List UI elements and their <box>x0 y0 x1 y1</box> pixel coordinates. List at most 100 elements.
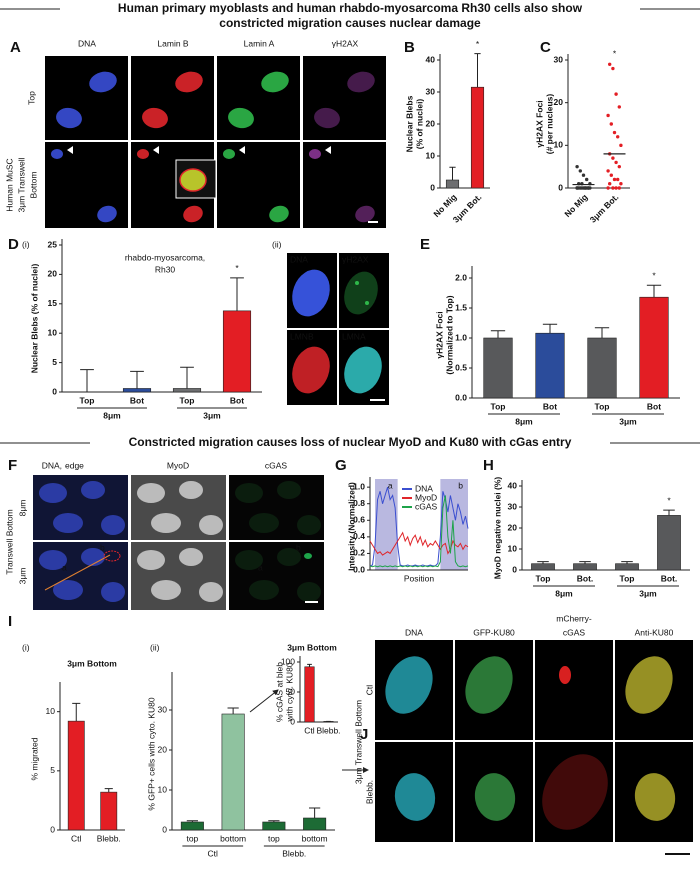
nucleus <box>235 550 263 570</box>
point <box>575 164 579 169</box>
y-tick-label: 0.4 <box>353 531 365 541</box>
header: Human primary myoblasts and human rhabdo… <box>118 1 583 15</box>
nucleus <box>235 483 263 503</box>
nucleus <box>175 71 203 93</box>
x-tick-label: No Mig <box>562 192 589 219</box>
x-axis-label: Position <box>404 573 435 583</box>
x-tick-label: Top <box>620 573 635 583</box>
y-tick-label: 1.0 <box>353 481 365 491</box>
bar <box>172 388 202 393</box>
point <box>619 182 623 186</box>
point <box>611 66 615 71</box>
point <box>616 135 620 139</box>
nucleus <box>228 107 254 129</box>
x-tick-label: bottom <box>220 833 246 843</box>
y-tick-label: 50 <box>286 686 296 696</box>
group-label: 3μm <box>639 588 657 598</box>
channel-label: GFP-KU80 <box>473 627 515 637</box>
y-axis-label: % migrated <box>29 737 39 780</box>
arrowhead <box>325 146 331 154</box>
header: constricted migration causes nuclear dam… <box>219 16 481 30</box>
y-tick-label: 25 <box>48 239 58 249</box>
micrograph <box>131 56 214 140</box>
arrowhead <box>153 146 159 154</box>
y-axis-label: with cyto. KU80 <box>284 662 294 722</box>
legend-label: MyoD <box>415 492 437 502</box>
y-tick-label: 5 <box>52 357 57 367</box>
error-bar <box>579 561 591 564</box>
nucleus <box>355 281 359 285</box>
y-axis-label: γH2AX Foci <box>534 100 544 147</box>
channel-label: DNA, <box>42 460 62 470</box>
error-bar <box>268 820 280 822</box>
y-tick-label: 0.0 <box>353 564 365 574</box>
channel-label: LMNB <box>290 331 314 341</box>
chart-title: 3μm Bottom <box>67 658 117 668</box>
x-tick-label: Ctl <box>71 833 82 843</box>
micrograph <box>339 253 389 328</box>
error-bar <box>490 330 506 338</box>
error-bar <box>180 366 194 389</box>
row-label: Bottom <box>28 172 38 199</box>
nucleus <box>56 107 82 129</box>
y-tick-label: 0.6 <box>353 515 365 525</box>
error-bar <box>230 277 244 311</box>
point <box>606 169 610 173</box>
point <box>612 177 617 182</box>
nucleus <box>199 515 223 535</box>
group-label: 3μm <box>203 410 221 420</box>
x-tick-label: Bot. <box>577 573 594 583</box>
nucleus <box>97 205 117 223</box>
panel-letter: B <box>404 39 415 56</box>
y-tick-label: 10 <box>158 784 168 794</box>
region-label: a <box>388 480 393 490</box>
series-line <box>369 495 469 568</box>
bar <box>657 515 681 571</box>
point <box>578 186 582 190</box>
region-mark: a <box>258 562 263 572</box>
nucleus <box>314 107 340 129</box>
region-mark: b <box>296 542 301 552</box>
panel-letter: G <box>335 457 347 474</box>
row-label: Transwell Bottom <box>4 509 14 574</box>
nucleus <box>223 149 235 159</box>
y-tick-label: 20 <box>508 522 518 532</box>
y-tick-label: 0 <box>558 182 563 192</box>
y-tick-label: 10 <box>46 706 56 716</box>
y-tick-label: 2.0 <box>455 272 467 282</box>
nucleus <box>355 205 375 223</box>
y-tick-label: 30 <box>158 704 168 714</box>
channel-label: DNA <box>405 627 423 637</box>
nucleus <box>297 582 321 602</box>
point <box>611 156 615 160</box>
panel-letter: D <box>8 236 19 253</box>
x-tick-label: bottom <box>302 833 328 843</box>
group-label: 8μm <box>515 416 533 426</box>
row-label: Blebb. <box>364 780 374 804</box>
channel-label: Anti-KU80 <box>635 627 674 637</box>
channel-label: cGAS <box>563 627 586 637</box>
y-axis-label: (# per nucleus) <box>544 94 554 155</box>
group-label: Blebb. <box>282 848 306 858</box>
nucleus <box>39 483 67 503</box>
row-label: 3μm Transwell Bottom <box>353 700 363 784</box>
significance: * <box>613 49 617 59</box>
error-bar <box>227 707 239 714</box>
error-bar <box>646 284 662 298</box>
x-tick-label: Bot <box>130 395 144 405</box>
chart-title: Rh30 <box>155 264 176 274</box>
y-tick-label: 5 <box>50 765 55 775</box>
micrograph <box>535 640 613 740</box>
y-axis-label: Intensity (Normalized) <box>346 482 356 571</box>
channel-label: LMNA <box>342 331 366 341</box>
x-tick-label: Ctl <box>304 725 315 735</box>
x-tick-label: Bot <box>543 401 557 411</box>
bar <box>483 337 513 399</box>
nucleus <box>137 550 165 570</box>
error-bar <box>186 820 198 822</box>
panel-letter: E <box>420 236 430 253</box>
point <box>617 164 621 169</box>
point <box>575 186 579 190</box>
significance: * <box>476 39 480 49</box>
